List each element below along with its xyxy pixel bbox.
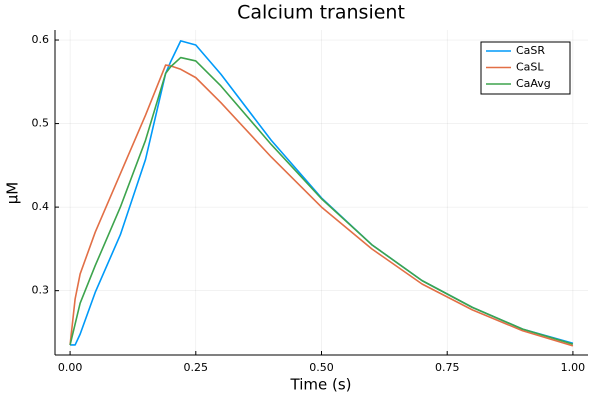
y-tick-label: 0.4 xyxy=(32,200,50,213)
x-tick-label: 0.00 xyxy=(58,361,83,374)
chart-title: Calcium transient xyxy=(237,2,405,24)
legend-label: CaSR xyxy=(516,44,545,57)
line-series xyxy=(69,64,574,347)
legend-label: CaAvg xyxy=(516,77,551,90)
x-tick-label: 0.25 xyxy=(184,361,209,374)
y-tick-label: 0.5 xyxy=(32,117,50,130)
x-tick-label: 0.75 xyxy=(435,361,460,374)
legend-label: CaSL xyxy=(516,61,544,74)
x-tick-label: 1.00 xyxy=(561,361,586,374)
y-tick-label: 0.6 xyxy=(32,33,50,46)
y-axis-label: μM xyxy=(4,182,22,205)
x-tick-label: 0.50 xyxy=(309,361,334,374)
line-series xyxy=(69,56,574,346)
y-tick-label: 0.3 xyxy=(32,284,50,297)
x-axis-label: Time (s) xyxy=(290,376,352,394)
